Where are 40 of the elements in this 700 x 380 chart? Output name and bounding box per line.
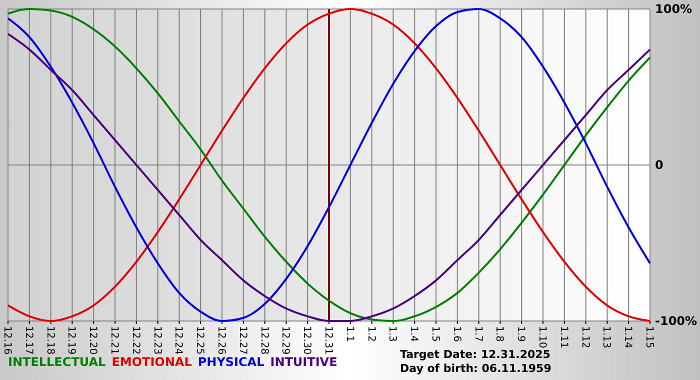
x-tick-label: 12.21 [108,326,120,355]
x-tick-label: 12.19 [66,326,77,355]
x-tick-label: 1.8 [494,326,505,342]
x-tick-label: 1.5 [430,326,440,342]
text: Day of birth: 06.11.1959 [400,362,552,375]
x-tick-label: 1.4 [408,326,420,342]
y-tick-label: -100% [655,314,698,328]
x-tick-label: 12.22 [130,326,141,355]
x-tick-label: 12.17 [22,326,34,355]
x-tick-label: 12.26 [216,326,226,355]
text: Target Date: 12.31.2025 [400,348,550,361]
x-tick-label: 12.18 [44,326,56,355]
x-tick-label: 12.30 [301,326,312,355]
x-tick-label: 12.28 [258,326,270,355]
x-tick-label: 1.2 [365,326,376,342]
x-tick-label: 1.15 [644,326,654,348]
x-tick-label: 12.20 [87,326,98,355]
x-tick-label: 12.31 [322,326,334,355]
x-tick-label: 12.24 [172,326,184,355]
x-tick-label: 12.29 [280,326,291,355]
x-tick-label: 1.11 [558,326,569,348]
x-tick-label: 12.23 [151,326,162,355]
y-tick-label: 0 [655,158,664,172]
x-tick-label: 1.12 [579,326,590,348]
x-tick-label: 12.16 [2,326,12,355]
text: PHYSICAL [198,355,265,369]
x-tick-label: 1.13 [600,326,612,348]
x-tick-label: 12.25 [194,326,206,355]
x-tick-label: 1.1 [344,326,355,342]
x-tick-label: 1.6 [450,326,462,342]
x-tick-label: 1.10 [536,326,548,348]
x-tick-label: 1.9 [515,326,526,342]
text: EMOTIONAL [112,355,192,369]
text: INTUITIVE [270,355,338,369]
x-tick-label: 1.14 [622,326,634,348]
x-tick-label: 1.3 [386,326,398,342]
x-tick-label: 1.7 [472,326,484,342]
x-tick-label: 12.27 [236,326,248,355]
y-tick-label: 100% [655,2,692,16]
text: INTELLECTUAL [8,355,106,369]
